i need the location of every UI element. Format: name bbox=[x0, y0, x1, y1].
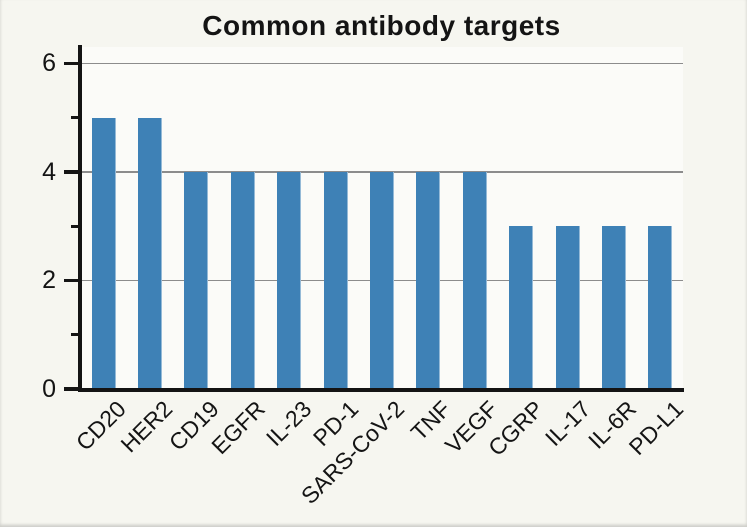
x-tick-label-il-17: IL-17 bbox=[539, 395, 596, 452]
y-major-tick-6 bbox=[64, 61, 80, 66]
y-minor-tick-5 bbox=[71, 116, 80, 120]
y-minor-tick-1 bbox=[71, 333, 80, 337]
bar-cd20 bbox=[91, 117, 116, 389]
y-major-tick-0 bbox=[64, 387, 80, 391]
y-major-tick-4 bbox=[64, 170, 80, 174]
bar-egfr bbox=[230, 172, 255, 389]
bar-il-17 bbox=[555, 226, 580, 389]
bar-her2 bbox=[138, 117, 163, 389]
bar-cd19 bbox=[184, 172, 209, 389]
y-tick-label-2: 2 bbox=[42, 266, 56, 294]
bar-cgrp bbox=[509, 226, 534, 389]
bar-pd-l1 bbox=[648, 226, 673, 389]
y-tick-label-6: 6 bbox=[42, 49, 56, 77]
bar-il-23 bbox=[277, 172, 302, 389]
x-tick-label-il-23: IL-23 bbox=[261, 395, 317, 452]
x-tick-label-her2: HER2 bbox=[115, 395, 178, 458]
plot-area bbox=[80, 47, 683, 389]
bar-vegf bbox=[462, 172, 487, 389]
bar-sars-cov-2 bbox=[370, 172, 394, 389]
y-tick-label-0: 0 bbox=[42, 374, 56, 403]
x-axis-line bbox=[78, 387, 684, 392]
bar-tnf bbox=[416, 172, 441, 389]
y-tick-label-4: 4 bbox=[42, 157, 56, 186]
y-axis-line bbox=[78, 45, 82, 391]
bar-il-6r bbox=[601, 226, 626, 389]
bar-pd-1 bbox=[323, 172, 348, 389]
y-minor-tick-3 bbox=[71, 224, 80, 228]
gridline-y6 bbox=[80, 62, 683, 65]
x-tick-label-egfr: EGFR bbox=[206, 395, 271, 460]
chart-title: Common antibody targets bbox=[202, 10, 561, 41]
y-major-tick-2 bbox=[64, 278, 80, 283]
